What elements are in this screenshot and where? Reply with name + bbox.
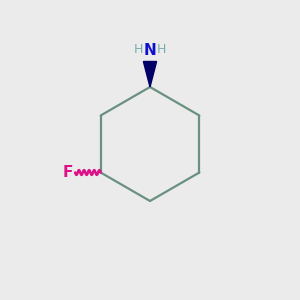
- Polygon shape: [143, 61, 157, 87]
- Text: F: F: [62, 165, 73, 180]
- Text: N: N: [144, 43, 156, 58]
- Text: H: H: [134, 44, 143, 56]
- Text: H: H: [157, 44, 166, 56]
